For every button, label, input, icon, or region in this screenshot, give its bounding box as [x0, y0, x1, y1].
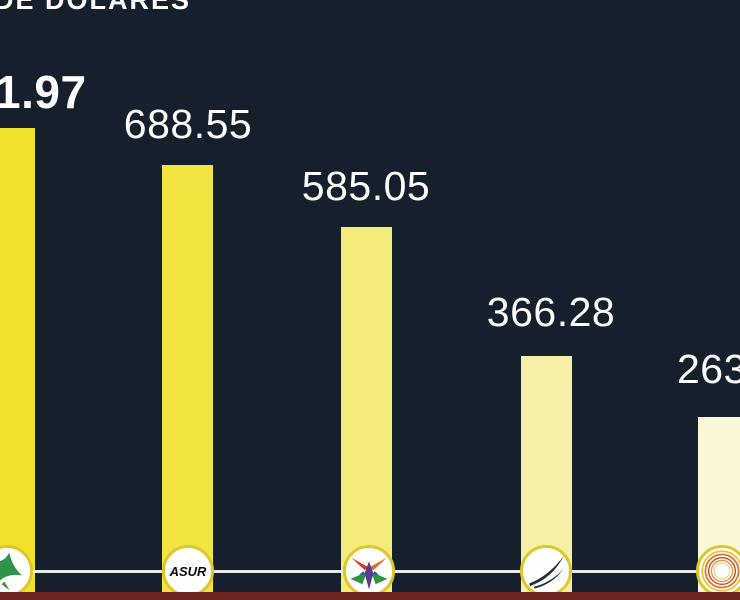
- logo-circle-5: [696, 545, 740, 597]
- bar-value-label-4: 366.28: [486, 289, 616, 335]
- gap-green-bird-icon: [0, 549, 29, 593]
- bar-value-label-1: 1.97: [0, 66, 87, 118]
- logo-circle-4: [520, 545, 572, 597]
- logo-circle-3: [343, 545, 395, 597]
- bar-1: [0, 128, 35, 592]
- asur-logo-text: ASUR: [169, 563, 207, 579]
- swoosh-icon: [524, 549, 568, 593]
- logo-circle-2: ASUR: [162, 545, 214, 597]
- bar-3: [341, 227, 392, 592]
- chart-title: DE DOLARES: [0, 0, 192, 15]
- oma-star-icon: [347, 549, 391, 593]
- bar-value-label-3: 585.05: [301, 163, 431, 209]
- bar-value-label-5: 263: [677, 346, 740, 392]
- bar-value-label-2: 688.55: [123, 101, 253, 147]
- concentric-rings-icon: [699, 548, 740, 594]
- bar-2: [162, 165, 213, 592]
- bottom-accent-strip: [0, 592, 740, 600]
